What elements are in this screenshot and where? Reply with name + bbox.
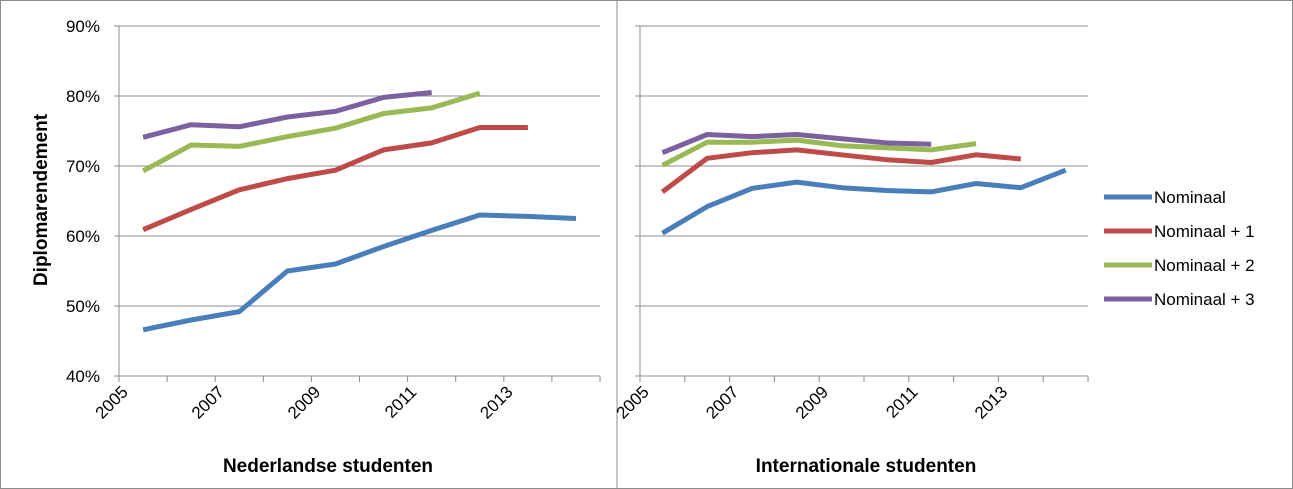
- x-tick-label: 2013: [476, 382, 516, 422]
- series-line-nominaal: [142, 212, 577, 333]
- x-axis-label-internationale: Internationale studenten: [756, 456, 977, 477]
- x-tick-label: 2007: [702, 382, 742, 422]
- legend: Nominaal Nominaal + 1 Nominaal + 2 Nominaal…: [1104, 188, 1255, 309]
- y-tick-label: 80%: [66, 87, 100, 106]
- legend-label: Nominaal + 3: [1154, 290, 1255, 309]
- series-line-nominaal-plus-1: [660, 147, 1022, 194]
- x-tick-label: 2013: [971, 382, 1011, 422]
- series-line-nominaal-plus-2: [661, 137, 977, 168]
- y-tick-label: 70%: [66, 157, 100, 176]
- y-axis-label: Diplomarendement: [31, 113, 52, 286]
- x-tick-label: 2011: [882, 382, 921, 421]
- x-tick-label: 2009: [792, 382, 832, 422]
- chart-panel-nederlandse: 40%50%60%70%80%90% 2005 2007 2009 2011 2013 …: [31, 17, 601, 477]
- x-tick-label: 2007: [188, 382, 228, 422]
- series-line-nominaal-plus-3: [142, 90, 432, 140]
- legend-label: Nominaal: [1154, 188, 1226, 207]
- legend-label: Nominaal + 2: [1154, 256, 1255, 275]
- series-line-nominaal: [661, 167, 1067, 236]
- y-tick-label: 40%: [66, 367, 100, 386]
- y-tick-label: 90%: [66, 17, 100, 36]
- x-tick-label: 2005: [613, 382, 653, 422]
- series-line-nominaal-plus-1: [142, 125, 528, 233]
- x-tick-label: 2005: [92, 382, 132, 422]
- chart-panel-internationale: 2005 2007 2009 2011 2013 Internationale stud…: [613, 25, 1089, 477]
- x-axis-label-nederlandse: Nederlandse studenten: [223, 456, 433, 477]
- x-tick-label: 2011: [381, 382, 420, 421]
- legend-label: Nominaal + 1: [1154, 222, 1255, 241]
- y-tick-label: 60%: [66, 227, 100, 246]
- series-line-nominaal-plus-2: [141, 90, 481, 174]
- y-tick-label: 50%: [66, 297, 100, 316]
- series-line-nominaal-plus-3: [661, 132, 932, 156]
- x-tick-label: 2009: [284, 382, 324, 422]
